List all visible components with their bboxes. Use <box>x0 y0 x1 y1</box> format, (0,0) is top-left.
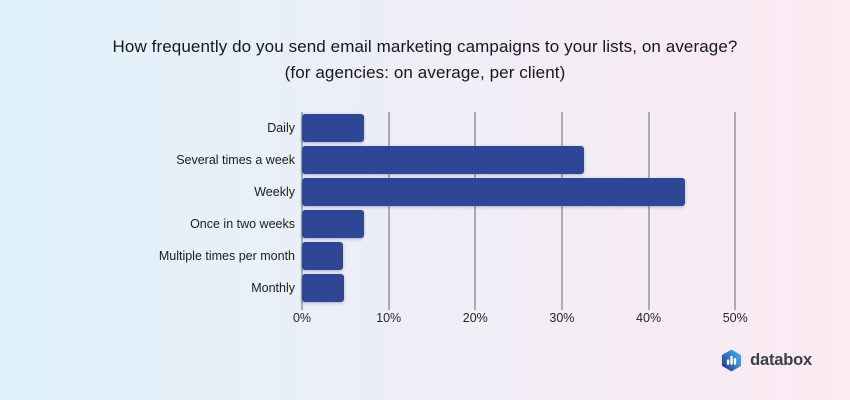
category-label: Multiple times per month <box>158 249 295 263</box>
gridline <box>474 112 477 310</box>
bar-track <box>302 114 756 142</box>
bar-row: Once in two weeks <box>0 208 756 240</box>
chart-title: How frequently do you send email marketi… <box>0 34 850 86</box>
chart-title-line1: How frequently do you send email marketi… <box>112 37 738 56</box>
x-tick-label: 30% <box>549 311 575 325</box>
category-label: Daily <box>267 121 295 135</box>
x-tick-label: 40% <box>636 311 662 325</box>
bar-chart: Daily Several times a week Weekly Once in t… <box>0 112 756 325</box>
gridline <box>387 112 390 310</box>
gridline <box>734 112 737 310</box>
x-axis: 0% 10% 20% 30% 40% 50% <box>293 304 756 326</box>
gridline <box>647 112 650 310</box>
bar <box>302 178 685 206</box>
databox-hexagon-icon <box>722 349 742 372</box>
databox-logo: databox <box>720 349 812 372</box>
bar-rows: Daily Several times a week Weekly Once in t… <box>0 112 756 304</box>
bar <box>302 242 343 270</box>
x-tick-label: 50% <box>722 311 748 325</box>
category-label: Once in two weeks <box>190 217 295 231</box>
mini-bar-chart-icon <box>727 355 737 365</box>
bar-row: Weekly <box>0 176 756 208</box>
x-tick-label: 10% <box>376 311 402 325</box>
bar-track <box>302 146 756 174</box>
x-tick-label: 20% <box>462 311 488 325</box>
bar-row: Daily <box>0 112 756 144</box>
gridline <box>560 112 563 310</box>
bar <box>302 114 364 142</box>
bar-row: Several times a week <box>0 144 756 176</box>
bar <box>302 146 585 174</box>
category-label: Weekly <box>254 185 295 199</box>
bar-track <box>302 274 756 302</box>
bar-row: Monthly <box>0 272 756 304</box>
databox-logo-text: databox <box>750 351 812 369</box>
bar <box>302 274 345 302</box>
bar-track <box>302 178 756 206</box>
category-label: Monthly <box>251 281 295 295</box>
bar-track <box>302 242 756 270</box>
bar <box>302 210 365 238</box>
bar-track <box>302 210 756 238</box>
bar-row: Multiple times per month <box>0 240 756 272</box>
chart-title-line2: (for agencies: on average, per client) <box>284 63 566 82</box>
category-label: Several times a week <box>176 153 295 167</box>
x-tick-label: 0% <box>292 311 312 325</box>
